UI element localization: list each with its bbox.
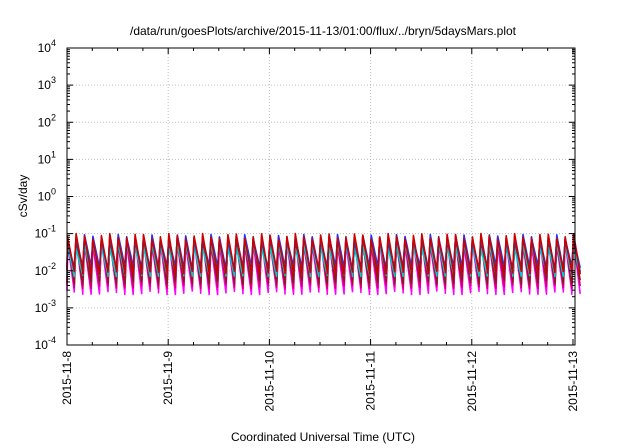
y-tick-label: 104 xyxy=(38,38,56,55)
grid-lines xyxy=(67,48,575,345)
data-series xyxy=(66,232,581,296)
x-tick-label: 2015-11-12 xyxy=(465,351,479,412)
y-tick-label: 10-2 xyxy=(35,261,56,278)
y-tick-label: 103 xyxy=(38,75,56,92)
y-axis-label: cSv/day xyxy=(16,175,30,218)
y-tick-label: 10-1 xyxy=(35,224,56,241)
y-tick-label: 102 xyxy=(38,112,56,129)
y-tick-label: 10-3 xyxy=(35,298,56,315)
x-tick-label: 2015-11-10 xyxy=(262,351,276,412)
x-tick-label: 2015-11-13 xyxy=(566,351,580,412)
x-tick-label: 2015-11-11 xyxy=(364,351,378,411)
plot-frame xyxy=(66,47,576,346)
y-tick-label: 100 xyxy=(38,187,56,204)
x-tick-label: 2015-11-9 xyxy=(161,351,175,405)
chart-title: /data/run/goesPlots/archive/2015-11-13/0… xyxy=(130,24,517,38)
x-tick-label: 2015-11-8 xyxy=(60,351,74,405)
x-axis-label: Coordinated Universal Time (UTC) xyxy=(231,430,415,444)
series-line-7 xyxy=(66,232,581,276)
y-tick-label: 10-4 xyxy=(35,335,56,352)
axis-ticks: 104 103 102 101 100 10-1 10-2 10-3 10-4 2015-11-8… xyxy=(35,38,580,412)
y-tick-label: 101 xyxy=(38,149,56,166)
